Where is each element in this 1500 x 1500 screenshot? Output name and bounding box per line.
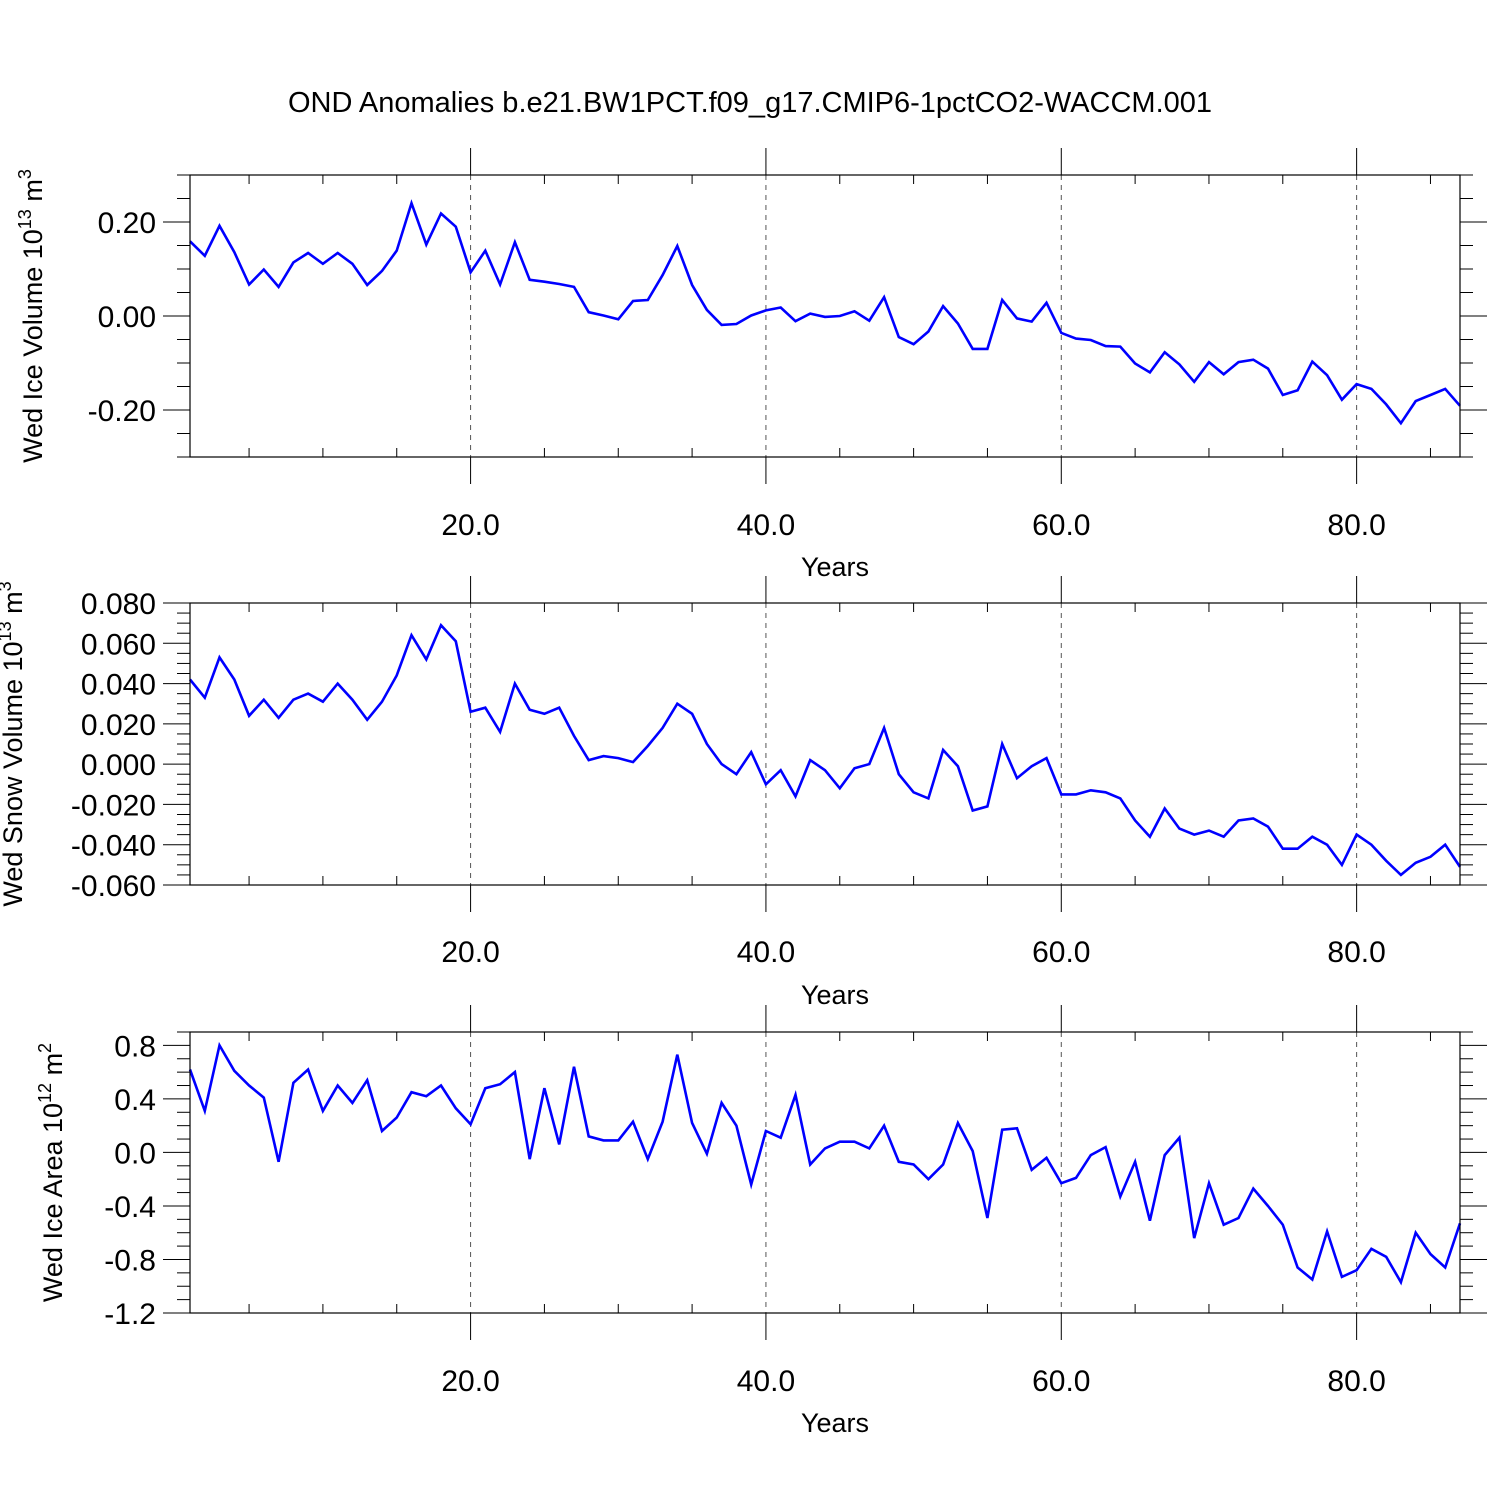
y-tick-label: -0.4: [104, 1191, 156, 1224]
x-tick-label: 20.0: [441, 1365, 499, 1398]
y-tick-label: -0.8: [104, 1244, 156, 1277]
x-tick-label: 20.0: [441, 936, 499, 969]
x-axis-title: Years: [801, 552, 869, 582]
y-tick-label: -1.2: [104, 1298, 156, 1331]
y-axis-title-exponent: 12: [35, 1083, 55, 1103]
x-tick-label: 60.0: [1032, 1365, 1090, 1398]
y-axis-title: Wed Ice Area 1012 m2: [35, 1043, 68, 1302]
x-tick-label: 80.0: [1327, 1365, 1385, 1398]
series-line: [188, 622, 1462, 877]
panel-3: 20.0 40.0 60.0 80.0 0.8 0.4 0.0 -0.4 -0.8 -1.2 Yea…: [35, 1005, 1487, 1438]
y-tick-label: -0.060: [71, 870, 156, 903]
x-tick-label: 20.0: [441, 509, 499, 542]
y-tick-label: 0.080: [81, 588, 156, 621]
panel-1: 20.0 40.0 60.0 80.0 0.20 0.00 -0.20 Years Wed Ic…: [15, 148, 1487, 582]
y-axis-title-text: Wed Ice Volume 10: [18, 229, 48, 463]
y-axis-title: Wed Ice Volume 1013 m3: [15, 169, 48, 463]
y-tick-label: -0.040: [71, 830, 156, 863]
y-axis-title-unit: m: [18, 179, 48, 209]
y-axis-title-exponent: 13: [15, 209, 35, 229]
y-axis-title-unit-exponent: 3: [0, 581, 15, 591]
y-axis-title-unit-exponent: 3: [15, 169, 35, 179]
y-tick-label: -0.020: [71, 789, 156, 822]
y-axis-title-unit: m: [0, 591, 28, 621]
x-tick-label: 40.0: [737, 1365, 795, 1398]
y-axis-title-unit-exponent: 2: [35, 1043, 55, 1053]
plot-frame: [189, 1031, 1461, 1314]
y-tick-label: 0.000: [81, 749, 156, 782]
y-tick-label: 0.20: [98, 207, 156, 240]
y-tick-label: 0.060: [81, 628, 156, 661]
y-tick-label: 0.020: [81, 709, 156, 742]
x-tick-label: 80.0: [1327, 936, 1385, 969]
y-tick-label: 0.0: [114, 1137, 156, 1170]
y-tick-label: 0.4: [114, 1084, 156, 1117]
plot-frame: [189, 602, 1461, 886]
y-tick-label: 0.00: [98, 301, 156, 334]
series-line: [189, 199, 1461, 426]
plot-frame: [189, 174, 1461, 458]
x-axis-title: Years: [801, 980, 869, 1010]
figure-title: OND Anomalies b.e21.BW1PCT.f09_g17.CMIP6…: [288, 87, 1212, 119]
x-tick-label: 60.0: [1032, 509, 1090, 542]
x-tick-label: 60.0: [1032, 936, 1090, 969]
x-tick-label: 80.0: [1327, 509, 1385, 542]
x-axis-title: Years: [801, 1408, 869, 1438]
y-axis-title: Wed Snow Volume 1013 m3: [0, 581, 28, 906]
x-tick-label: 40.0: [737, 509, 795, 542]
y-axis-title-text: Wed Ice Area 10: [38, 1103, 68, 1302]
y-axis-title-text: Wed Snow Volume 10: [0, 641, 28, 906]
series-line: [188, 1041, 1462, 1286]
y-tick-label: 0.040: [81, 669, 156, 702]
panel-2: 20.0 40.0 60.0 80.0 0.080 0.060 0.040 0.020 0.00…: [0, 576, 1487, 1010]
x-tick-label: 40.0: [737, 936, 795, 969]
y-tick-label: 0.8: [114, 1030, 156, 1063]
y-axis-title-unit: m: [38, 1053, 68, 1083]
y-tick-label: -0.20: [88, 395, 156, 428]
y-axis-title-exponent: 13: [0, 621, 15, 641]
